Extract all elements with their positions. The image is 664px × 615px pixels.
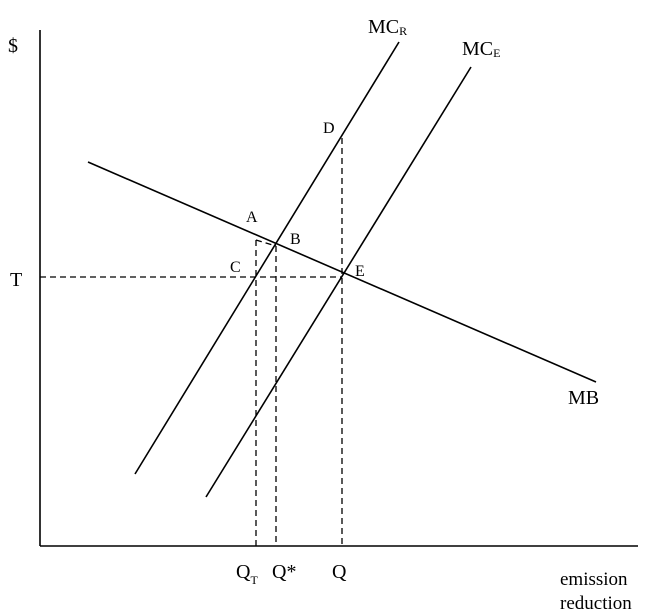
mc-e-label: MCE (462, 38, 500, 60)
x-axis-label-line1: emission (560, 569, 628, 590)
point-c-label: C (230, 259, 241, 276)
mc-e-label-sub: E (493, 46, 500, 60)
mb-label: MB (568, 387, 599, 409)
point-b-label: B (290, 231, 301, 248)
y-axis-label: $ (8, 35, 18, 57)
mc-e-curve (205, 66, 472, 498)
q-label: Q (332, 561, 347, 583)
point-d-label: D (323, 120, 335, 137)
point-a-label: A (246, 209, 258, 226)
q-star-label: Q* (272, 561, 296, 583)
price-t-label: T (10, 269, 22, 291)
point-e-label: E (355, 263, 365, 280)
mc-r-curve (134, 41, 400, 475)
mc-e-label-main: MC (462, 38, 493, 60)
mc-r-label-sub: R (399, 24, 407, 38)
a-b-dashed-segment (255, 239, 277, 247)
x-axis-label-line2: reduction (560, 593, 632, 614)
q-t-label: QT (236, 561, 258, 587)
q-t-label-sub: T (250, 573, 258, 587)
q-t-label-main: Q (236, 561, 251, 583)
mc-r-label: MCR (368, 16, 407, 38)
mc-r-label-main: MC (368, 16, 399, 38)
